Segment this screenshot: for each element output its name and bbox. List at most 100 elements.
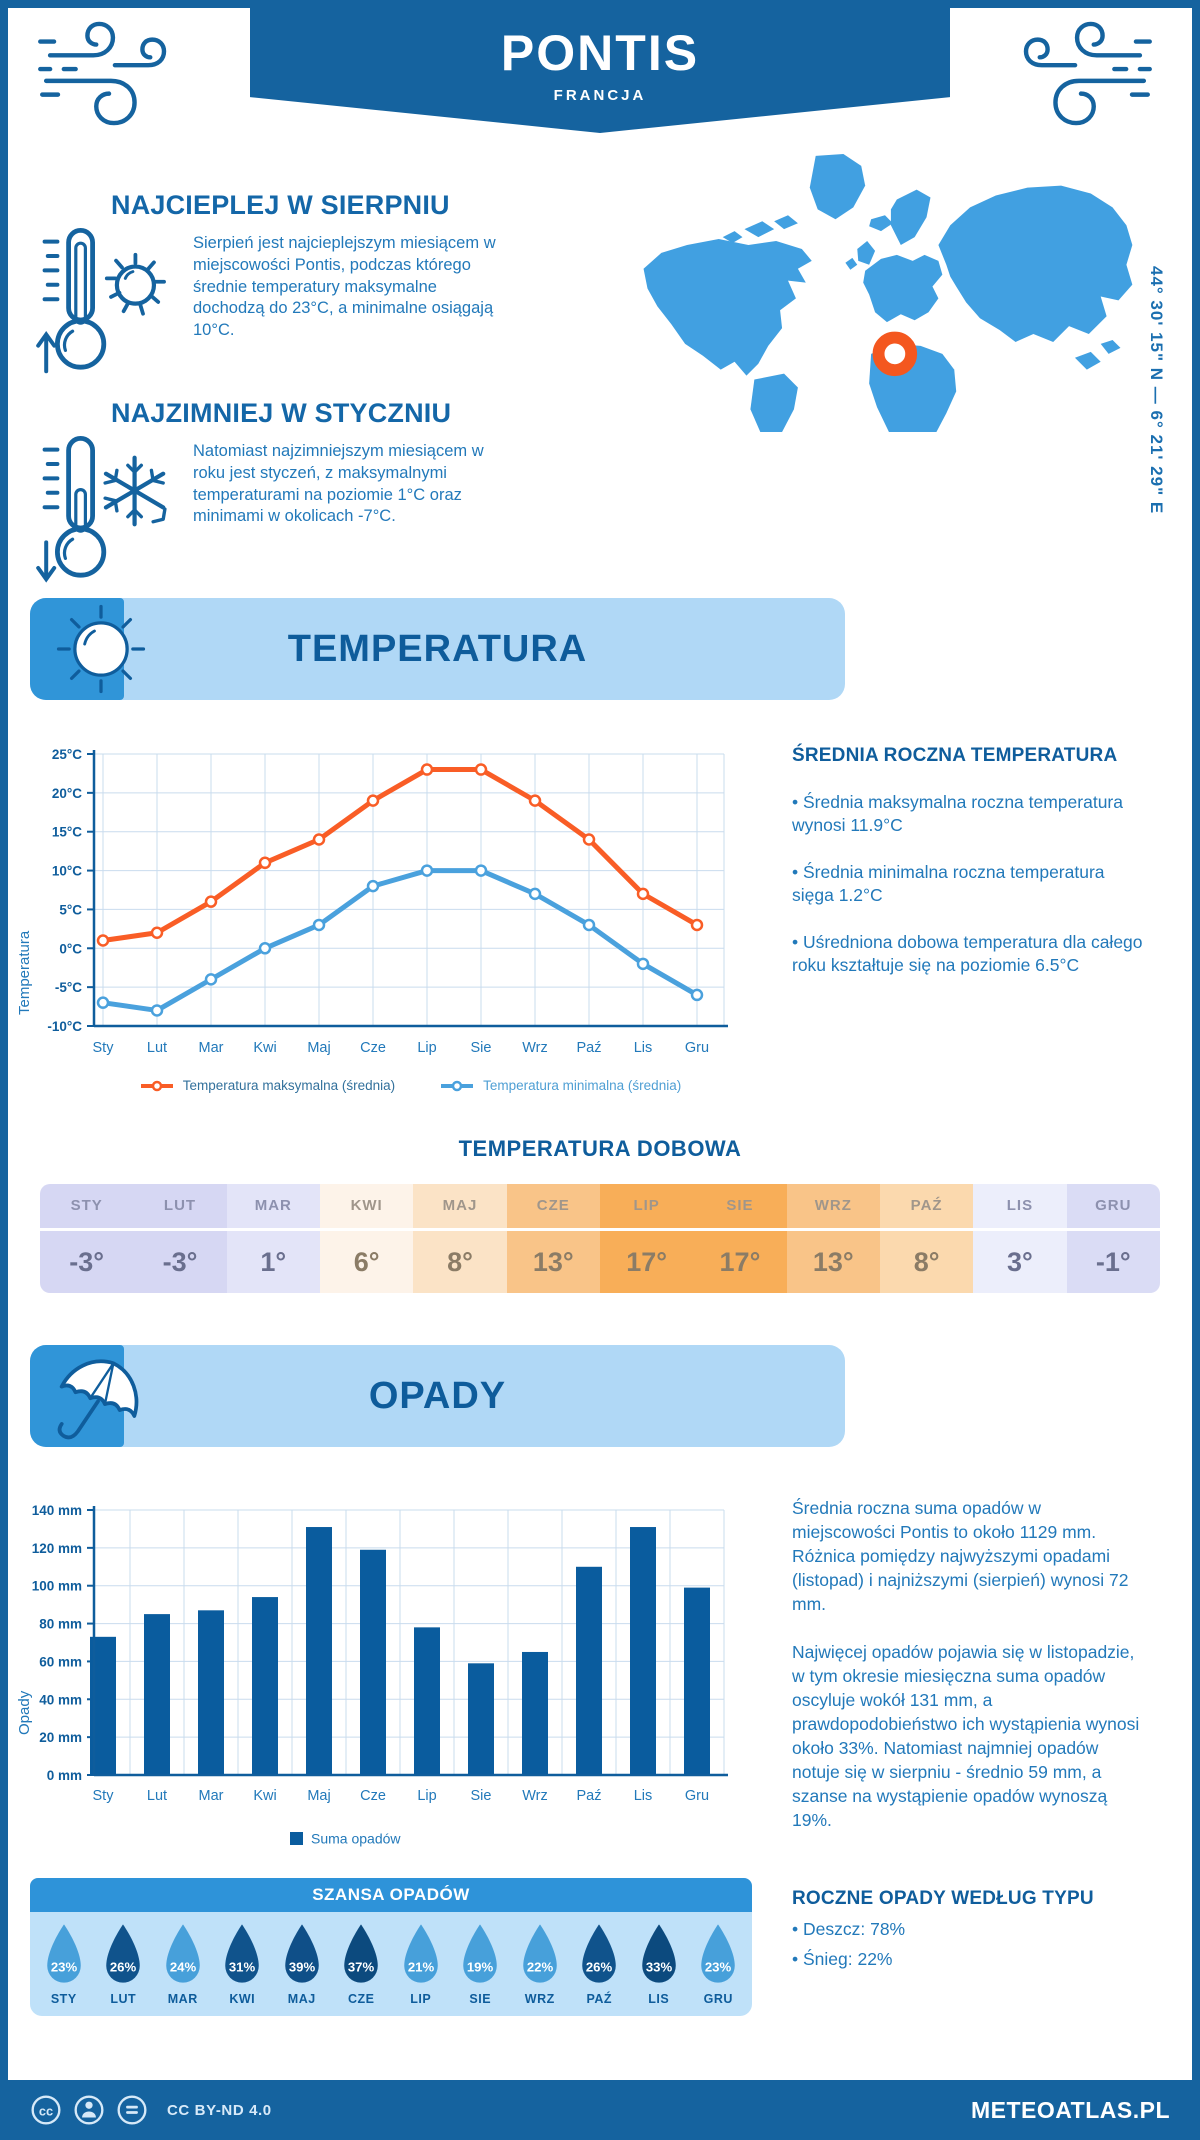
cold-thermometer-icon <box>36 436 107 583</box>
daily-temp-month-label: SIE <box>726 1197 754 1214</box>
highlight-warmest: NAJCIEPLEJ W SIERPNIU Sierpień jest najc… <box>35 190 513 374</box>
precip-chance-item: 26% PAŹ <box>570 1922 630 2006</box>
legend-min-label: Temperatura minimalna (średnia) <box>483 1078 682 1093</box>
precip-chance-item: 33% LIS <box>629 1922 689 2006</box>
daily-temp-column: LIS 3° <box>973 1184 1067 1293</box>
temperature-line-chart: -10°C -5°C 0°C 5°C 10°C 15°C 20°C 25°C Sty Lut Mar… <box>47 747 728 1056</box>
warm-thermometer-icon <box>36 228 107 374</box>
daily-temp-column: SIE 17° <box>693 1184 787 1293</box>
precip-paragraph: Średnia roczna suma opadów w miejscowośc… <box>792 1498 1129 1614</box>
annual-temp-bullet: • Średnia maksymalna roczna temperatura … <box>792 792 1123 836</box>
precip-chance-item: 21% LIP <box>391 1922 451 2006</box>
daily-temp-heading: TEMPERATURA DOBOWA <box>458 1136 742 1161</box>
daily-temp-value: 8° <box>447 1247 473 1277</box>
precipitation-summary: Średnia roczna suma opadów w miejscowośc… <box>792 1497 1144 1833</box>
svg-text:21%: 21% <box>408 1959 435 1974</box>
daily-temperature-table: STY -3° LUT -3° MAR 1° KWI 6° MAJ 8° CZE 13° LIP 17° S… <box>40 1184 1160 1293</box>
precipitation-bars <box>90 1527 710 1775</box>
cell-divider <box>973 1228 1067 1231</box>
header-banner: PONTIS FRANCJA <box>250 0 950 133</box>
precip-chance-month-label: PAŹ <box>586 1992 613 2006</box>
svg-text:Sie: Sie <box>471 1040 492 1056</box>
raindrop-icon: 23% <box>701 1924 735 1983</box>
svg-text:Suma opadów: Suma opadów <box>311 1831 401 1847</box>
daily-temp-value: -3° <box>162 1247 198 1277</box>
precip-chance-month-label: STY <box>50 1992 77 2006</box>
precip-chance-title: SZANSA OPADÓW <box>30 1878 752 1912</box>
annual-temp-bullet: • Średnia minimalna roczna temperatura s… <box>792 862 1105 906</box>
daily-temp-month-label: PAŹ <box>910 1197 943 1214</box>
cc-attribution-person-icon <box>74 2095 104 2125</box>
temperature-y-axis-label: Temperatura <box>16 930 33 1015</box>
svg-text:80 mm: 80 mm <box>39 1617 82 1632</box>
umbrella-icon <box>57 1359 139 1440</box>
raindrop-icon: 22% <box>523 1924 557 1983</box>
precip-chance-item: 23% GRU <box>689 1922 749 2006</box>
map-continents <box>643 153 1133 432</box>
precip-chance-panel: SZANSA OPADÓW 23% STY 26% LUT 24% MAR 31% KWI 39… <box>30 1878 752 2016</box>
svg-text:-10°C: -10°C <box>47 1019 82 1034</box>
legend-max-label: Temperatura maksymalna (średnia) <box>182 1078 396 1093</box>
highlight-coldest: NAJZIMNIEJ W STYCZNIU Natomiast najzimni… <box>35 398 513 583</box>
precipitation-by-type: ROCZNE OPADY WEDŁUG TYPU • Deszcz: 78% • … <box>792 1888 1144 1970</box>
svg-text:23%: 23% <box>51 1959 78 1974</box>
raindrop-icon: 39% <box>285 1924 319 1983</box>
svg-text:25°C: 25°C <box>52 747 82 762</box>
annual-temp-bullet: • Uśredniona dobowa temperatura dla całe… <box>792 932 1143 976</box>
precip-paragraph: Najwięcej opadów pojawia się w listopadz… <box>792 1641 1140 1830</box>
daily-temp-month-label: MAR <box>254 1197 292 1214</box>
daily-temp-value: 8° <box>913 1247 940 1277</box>
daily-temp-month-label: LUT <box>163 1197 197 1214</box>
cell-divider <box>319 1228 414 1231</box>
svg-text:Cze: Cze <box>360 1788 386 1804</box>
license-label: CC BY-ND 4.0 <box>167 2101 272 2119</box>
precip-chance-item: 23% STY <box>34 1922 94 2006</box>
temperature-banner-title: TEMPERATURA <box>287 628 588 670</box>
svg-text:Wrz: Wrz <box>522 1788 548 1804</box>
svg-text:23%: 23% <box>705 1959 732 1974</box>
raindrop-icon: 21% <box>404 1924 438 1983</box>
cell-divider <box>599 1228 694 1231</box>
svg-text:Lip: Lip <box>417 1788 436 1804</box>
daily-temp-value: 6° <box>353 1247 380 1277</box>
daily-temp-column: CZE 13° <box>506 1184 600 1293</box>
precip-chance-item: 19% SIE <box>451 1922 511 2006</box>
precip-chance-month-label: LUT <box>110 1992 137 2006</box>
coordinates-label: 44° 30' 15" N — 6° 21' 29" E <box>1147 265 1166 515</box>
svg-text:Paź: Paź <box>577 1788 602 1804</box>
daily-temp-month-label: KWI <box>350 1197 383 1214</box>
svg-text:-5°C: -5°C <box>55 980 82 995</box>
raindrop-icon: 31% <box>225 1924 259 1983</box>
svg-text:Paź: Paź <box>577 1040 602 1056</box>
svg-text:0 mm: 0 mm <box>47 1768 82 1783</box>
precip-chance-item: 39% MAJ <box>272 1922 332 2006</box>
daily-temp-value: 17° <box>626 1247 668 1277</box>
precip-chance-item: 37% CZE <box>332 1922 392 2006</box>
svg-text:39%: 39% <box>289 1959 316 1974</box>
raindrop-icon: 19% <box>463 1924 497 1983</box>
annual-temp-heading: ŚREDNIA ROCZNA TEMPERATURA <box>792 745 1118 766</box>
precip-chance-month-label: LIS <box>648 1992 670 2006</box>
precip-chance-item: 24% MAR <box>153 1922 213 2006</box>
wind-icon <box>1023 21 1152 126</box>
precip-chance-item: 26% LUT <box>94 1922 154 2006</box>
precip-chance-month-label: CZE <box>348 1992 375 2006</box>
precip-chance-month-label: GRU <box>703 1992 733 2006</box>
snowflake-icon <box>103 455 167 527</box>
svg-text:26%: 26% <box>110 1959 137 1974</box>
temperature-section-banner: TEMPERATURA <box>30 598 845 700</box>
svg-text:Lut: Lut <box>147 1040 167 1056</box>
page-subtitle: FRANCJA <box>553 87 647 104</box>
world-map <box>643 153 1133 432</box>
precip-chance-month-label: MAR <box>167 1992 198 2006</box>
raindrop-icon: 26% <box>106 1924 140 1983</box>
daily-temp-column: GRU -1° <box>1066 1184 1160 1293</box>
svg-text:10°C: 10°C <box>52 864 82 879</box>
cell-divider <box>40 1228 134 1231</box>
annual-temp-bullets: • Średnia maksymalna roczna temperatura … <box>792 791 1144 978</box>
site-name: METEOATLAS.PL <box>970 2096 1170 2123</box>
precip-type-bullet: • Deszcz: 78% <box>792 1919 906 1939</box>
svg-text:20°C: 20°C <box>52 786 82 801</box>
page-title: PONTIS <box>500 25 700 81</box>
raindrop-icon: 37% <box>344 1924 378 1983</box>
